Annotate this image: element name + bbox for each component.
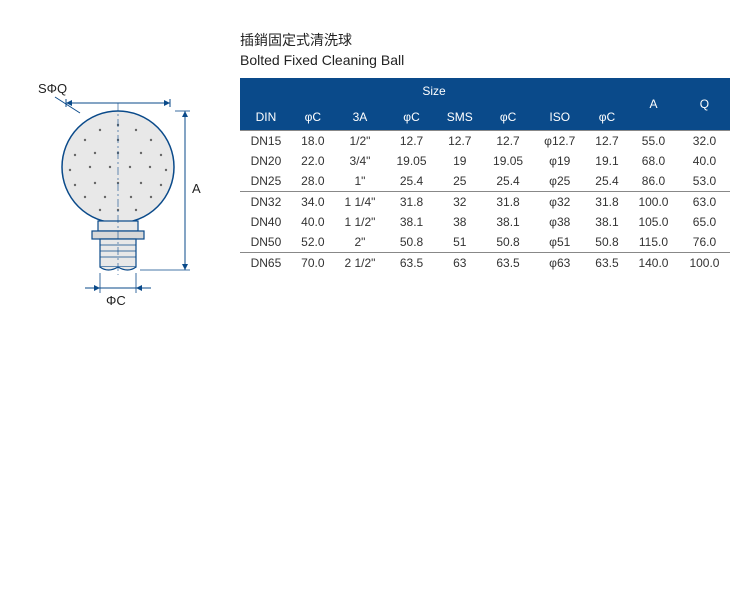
cell-sms: 12.7 [437,131,483,152]
cell-q: 40.0 [679,151,730,171]
col-c2: φC [386,104,437,131]
cell-c4: 38.1 [586,212,628,232]
table-row: DN3234.01 1/4"31.83231.8φ3231.8100.063.0 [240,192,730,213]
cell-c2: 25.4 [386,171,437,192]
cell-din: DN15 [240,131,292,152]
col-c4: φC [586,104,628,131]
cell-c3: 12.7 [483,131,534,152]
cell-iso: φ25 [534,171,586,192]
col-c3: φC [483,104,534,131]
cell-q: 63.0 [679,192,730,213]
title-english: Bolted Fixed Cleaning Ball [240,52,730,68]
cell-sms: 51 [437,232,483,253]
cell-iso: φ38 [534,212,586,232]
cell-a3: 1" [334,171,386,192]
cell-a: 55.0 [628,131,679,152]
col-a: A [628,78,679,131]
cell-c4: 12.7 [586,131,628,152]
table-row: DN6570.02 1/2"63.56363.5φ6363.5140.0100.… [240,253,730,274]
cell-iso: φ63 [534,253,586,274]
cell-q: 32.0 [679,131,730,152]
col-3a: 3A [334,104,386,131]
cell-c2: 63.5 [386,253,437,274]
cell-a3: 1 1/4" [334,192,386,213]
cell-q: 76.0 [679,232,730,253]
col-q: Q [679,78,730,131]
cell-q: 65.0 [679,212,730,232]
cell-c4: 31.8 [586,192,628,213]
cell-a3: 2" [334,232,386,253]
cell-din: DN40 [240,212,292,232]
cell-a: 140.0 [628,253,679,274]
cell-c1: 22.0 [292,151,334,171]
cell-a3: 3/4" [334,151,386,171]
col-din: DIN [240,104,292,131]
cell-c4: 63.5 [586,253,628,274]
cell-a: 86.0 [628,171,679,192]
cell-c3: 31.8 [483,192,534,213]
cell-a: 105.0 [628,212,679,232]
table-row: DN4040.01 1/2"38.13838.1φ3838.1105.065.0 [240,212,730,232]
label-c: ΦC [106,293,126,308]
cell-din: DN20 [240,151,292,171]
cell-sms: 19 [437,151,483,171]
cell-q: 100.0 [679,253,730,274]
cell-c3: 38.1 [483,212,534,232]
label-sq: SΦQ [38,81,67,96]
cell-din: DN25 [240,171,292,192]
title-chinese: 插銷固定式清洗球 [240,30,730,50]
cell-c1: 18.0 [292,131,334,152]
cell-c2: 31.8 [386,192,437,213]
table-row: DN2022.03/4"19.051919.05φ1919.168.040.0 [240,151,730,171]
cell-sms: 25 [437,171,483,192]
spec-table: Size A Q DIN φC 3A φC SMS φC ISO φC DN15… [240,78,730,273]
cell-c2: 19.05 [386,151,437,171]
cell-c2: 12.7 [386,131,437,152]
cell-a: 68.0 [628,151,679,171]
cell-c3: 19.05 [483,151,534,171]
col-c1: φC [292,104,334,131]
cell-c3: 63.5 [483,253,534,274]
cell-iso: φ19 [534,151,586,171]
cell-a3: 1/2" [334,131,386,152]
cell-c4: 50.8 [586,232,628,253]
cell-c2: 50.8 [386,232,437,253]
cell-a3: 2 1/2" [334,253,386,274]
cell-c4: 19.1 [586,151,628,171]
table-row: DN5052.02"50.85150.8φ5150.8115.076.0 [240,232,730,253]
cell-a: 100.0 [628,192,679,213]
cell-a: 115.0 [628,232,679,253]
cell-c4: 25.4 [586,171,628,192]
cell-c1: 70.0 [292,253,334,274]
cell-sms: 63 [437,253,483,274]
cell-sms: 32 [437,192,483,213]
cell-c3: 50.8 [483,232,534,253]
cell-c1: 34.0 [292,192,334,213]
cell-din: DN65 [240,253,292,274]
cell-q: 53.0 [679,171,730,192]
cell-c3: 25.4 [483,171,534,192]
cell-sms: 38 [437,212,483,232]
cell-c2: 38.1 [386,212,437,232]
cell-c1: 40.0 [292,212,334,232]
cell-iso: φ51 [534,232,586,253]
cell-c1: 52.0 [292,232,334,253]
label-a: A [192,181,201,196]
col-iso: ISO [534,104,586,131]
cell-din: DN32 [240,192,292,213]
table-row: DN1518.01/2"12.712.712.7φ12.712.755.032.… [240,131,730,152]
table-row: DN2528.01"25.42525.4φ2525.486.053.0 [240,171,730,192]
col-sms: SMS [437,104,483,131]
cell-iso: φ32 [534,192,586,213]
cell-iso: φ12.7 [534,131,586,152]
size-header: Size [240,78,628,104]
cell-c1: 28.0 [292,171,334,192]
technical-diagram: SΦQ [20,30,220,315]
cell-a3: 1 1/2" [334,212,386,232]
cell-din: DN50 [240,232,292,253]
